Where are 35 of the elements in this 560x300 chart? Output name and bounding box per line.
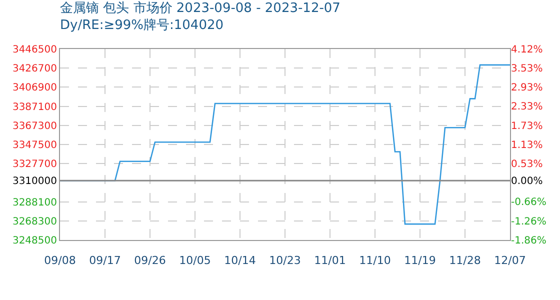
y2-tick-label: 1.13% bbox=[511, 140, 543, 151]
x-tick-label: 11/01 bbox=[314, 254, 346, 268]
y-tick-label: 3310000 bbox=[12, 176, 57, 188]
y2-tick-label: 4.12% bbox=[511, 44, 543, 56]
y2-tick-label: 0.53% bbox=[511, 159, 543, 170]
y-tick-label: 3347500 bbox=[12, 140, 57, 151]
x-tick-label: 11/10 bbox=[359, 254, 391, 268]
x-tick-label: 11/28 bbox=[449, 254, 481, 268]
y-tick-label: 3327700 bbox=[12, 159, 57, 170]
x-tick-label: 10/05 bbox=[179, 254, 211, 268]
y-tick-label: 3268300 bbox=[12, 216, 57, 228]
y2-tick-label: -1.26% bbox=[511, 216, 546, 228]
x-tick-label: 11/19 bbox=[404, 254, 436, 268]
x-tick-label: 09/08 bbox=[44, 254, 76, 268]
y-tick-label: 3446500 bbox=[12, 44, 57, 56]
y-tick-label: 3367300 bbox=[12, 120, 57, 132]
x-tick-label: 10/23 bbox=[269, 254, 301, 268]
x-tick-label: 09/26 bbox=[134, 254, 166, 268]
y2-tick-label: -0.66% bbox=[511, 197, 546, 208]
x-tick-label: 10/14 bbox=[224, 254, 256, 268]
chart-subtitle: Dy/RE:≥99%牌号:104020 bbox=[60, 18, 224, 33]
y-tick-label: 3387100 bbox=[12, 102, 57, 113]
y2-tick-label: 1.73% bbox=[511, 120, 543, 132]
y-tick-label: 3426700 bbox=[12, 64, 57, 75]
x-tick-label: 09/17 bbox=[89, 254, 121, 268]
y2-tick-label: 0.00% bbox=[511, 176, 543, 188]
y-tick-label: 3288100 bbox=[12, 197, 57, 208]
y-tick-label: 3406900 bbox=[12, 82, 57, 94]
y2-tick-label: 2.33% bbox=[511, 102, 543, 113]
chart-title: 金属镝 包头 市场价 2023-09-08 - 2023-12-07 bbox=[60, 1, 340, 16]
y2-tick-label: -1.86% bbox=[511, 236, 546, 246]
y2-tick-label: 3.53% bbox=[511, 63, 543, 74]
y2-tick-label: 2.93% bbox=[511, 82, 543, 94]
x-tick-label: 12/07 bbox=[494, 254, 526, 268]
y-tick-label: 3248500 bbox=[12, 236, 57, 246]
